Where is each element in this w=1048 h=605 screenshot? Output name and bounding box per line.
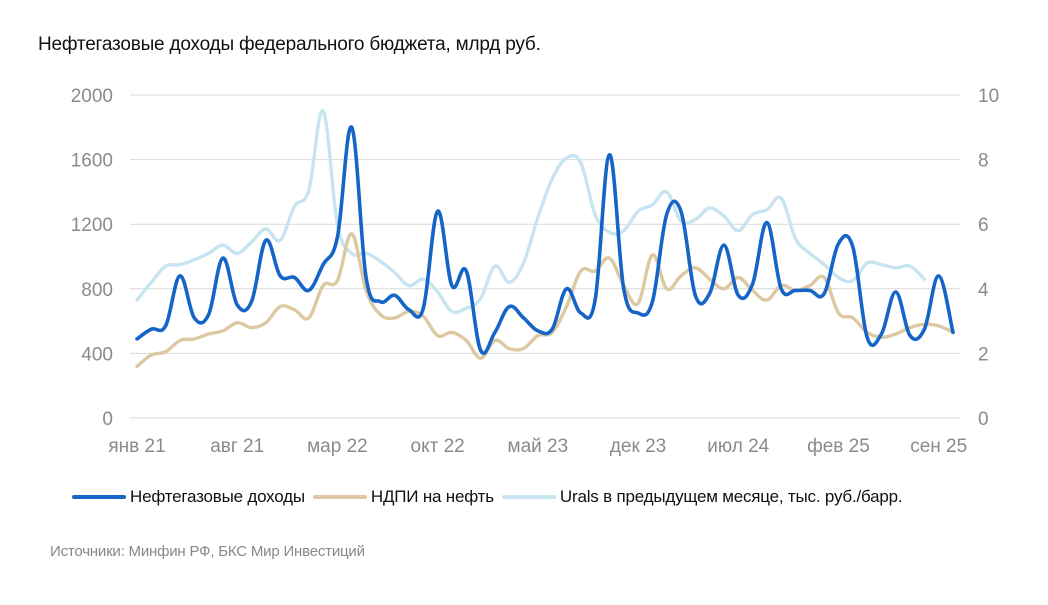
y-tick-label: 800	[81, 280, 113, 301]
legend-label: НДПИ на нефть	[370, 487, 494, 506]
x-tick-label: мар 22	[307, 436, 368, 457]
y-tick-label: 400	[81, 344, 113, 365]
x-tick-label: сен 25	[910, 436, 967, 457]
y-axis-right: 0 2 4 6 8 10	[978, 86, 999, 430]
y2-tick-label: 10	[978, 86, 999, 107]
y2-tick-label: 2	[978, 344, 989, 365]
x-tick-label: дек 23	[610, 436, 666, 457]
y2-tick-label: 0	[978, 409, 989, 430]
x-tick-label: фев 25	[807, 436, 870, 457]
x-tick-label: июл 24	[707, 436, 769, 457]
legend: Нефтегазовые доходы НДПИ на нефть Urals …	[72, 487, 910, 507]
series-mineral-tax	[135, 232, 955, 368]
y-tick-label: 1200	[71, 215, 113, 236]
legend-swatch	[72, 495, 126, 499]
legend-item-mineral-tax: НДПИ на нефть	[312, 487, 494, 507]
y-tick-label: 0	[102, 409, 113, 430]
legend-swatch	[312, 495, 367, 499]
x-tick-label: авг 21	[210, 436, 264, 457]
series-oil-gas-revenue	[135, 125, 955, 355]
chart-title: Нефтегазовые доходы федерального бюджета…	[38, 34, 541, 55]
legend-swatch	[501, 495, 556, 499]
series-lines	[135, 109, 955, 368]
source-note: Источники: Минфин РФ, БКС Мир Инвестиций	[50, 543, 365, 560]
y-tick-label: 1600	[71, 151, 113, 172]
legend-label: Urals в предыдущем месяце, тыс. руб./бар…	[559, 487, 903, 506]
x-tick-label: май 23	[508, 436, 569, 457]
y-axis-left: 0 400 800 1200 1600 2000	[71, 86, 113, 430]
x-tick-label: янв 21	[108, 436, 165, 457]
series-urals-price	[135, 109, 927, 315]
y2-tick-label: 6	[978, 215, 989, 236]
legend-item-urals-price: Urals в предыдущем месяце, тыс. руб./бар…	[501, 487, 903, 507]
x-axis: янв 21 авг 21 мар 22 окт 22 май 23 дек 23 июл …	[108, 436, 967, 457]
gridlines	[130, 94, 960, 419]
x-tick-label: окт 22	[411, 436, 465, 457]
y2-tick-label: 4	[978, 280, 989, 301]
y-tick-label: 2000	[71, 86, 113, 107]
legend-item-oil-gas-revenue: Нефтегазовые доходы	[72, 487, 305, 507]
legend-label: Нефтегазовые доходы	[130, 487, 305, 506]
y2-tick-label: 8	[978, 151, 989, 172]
